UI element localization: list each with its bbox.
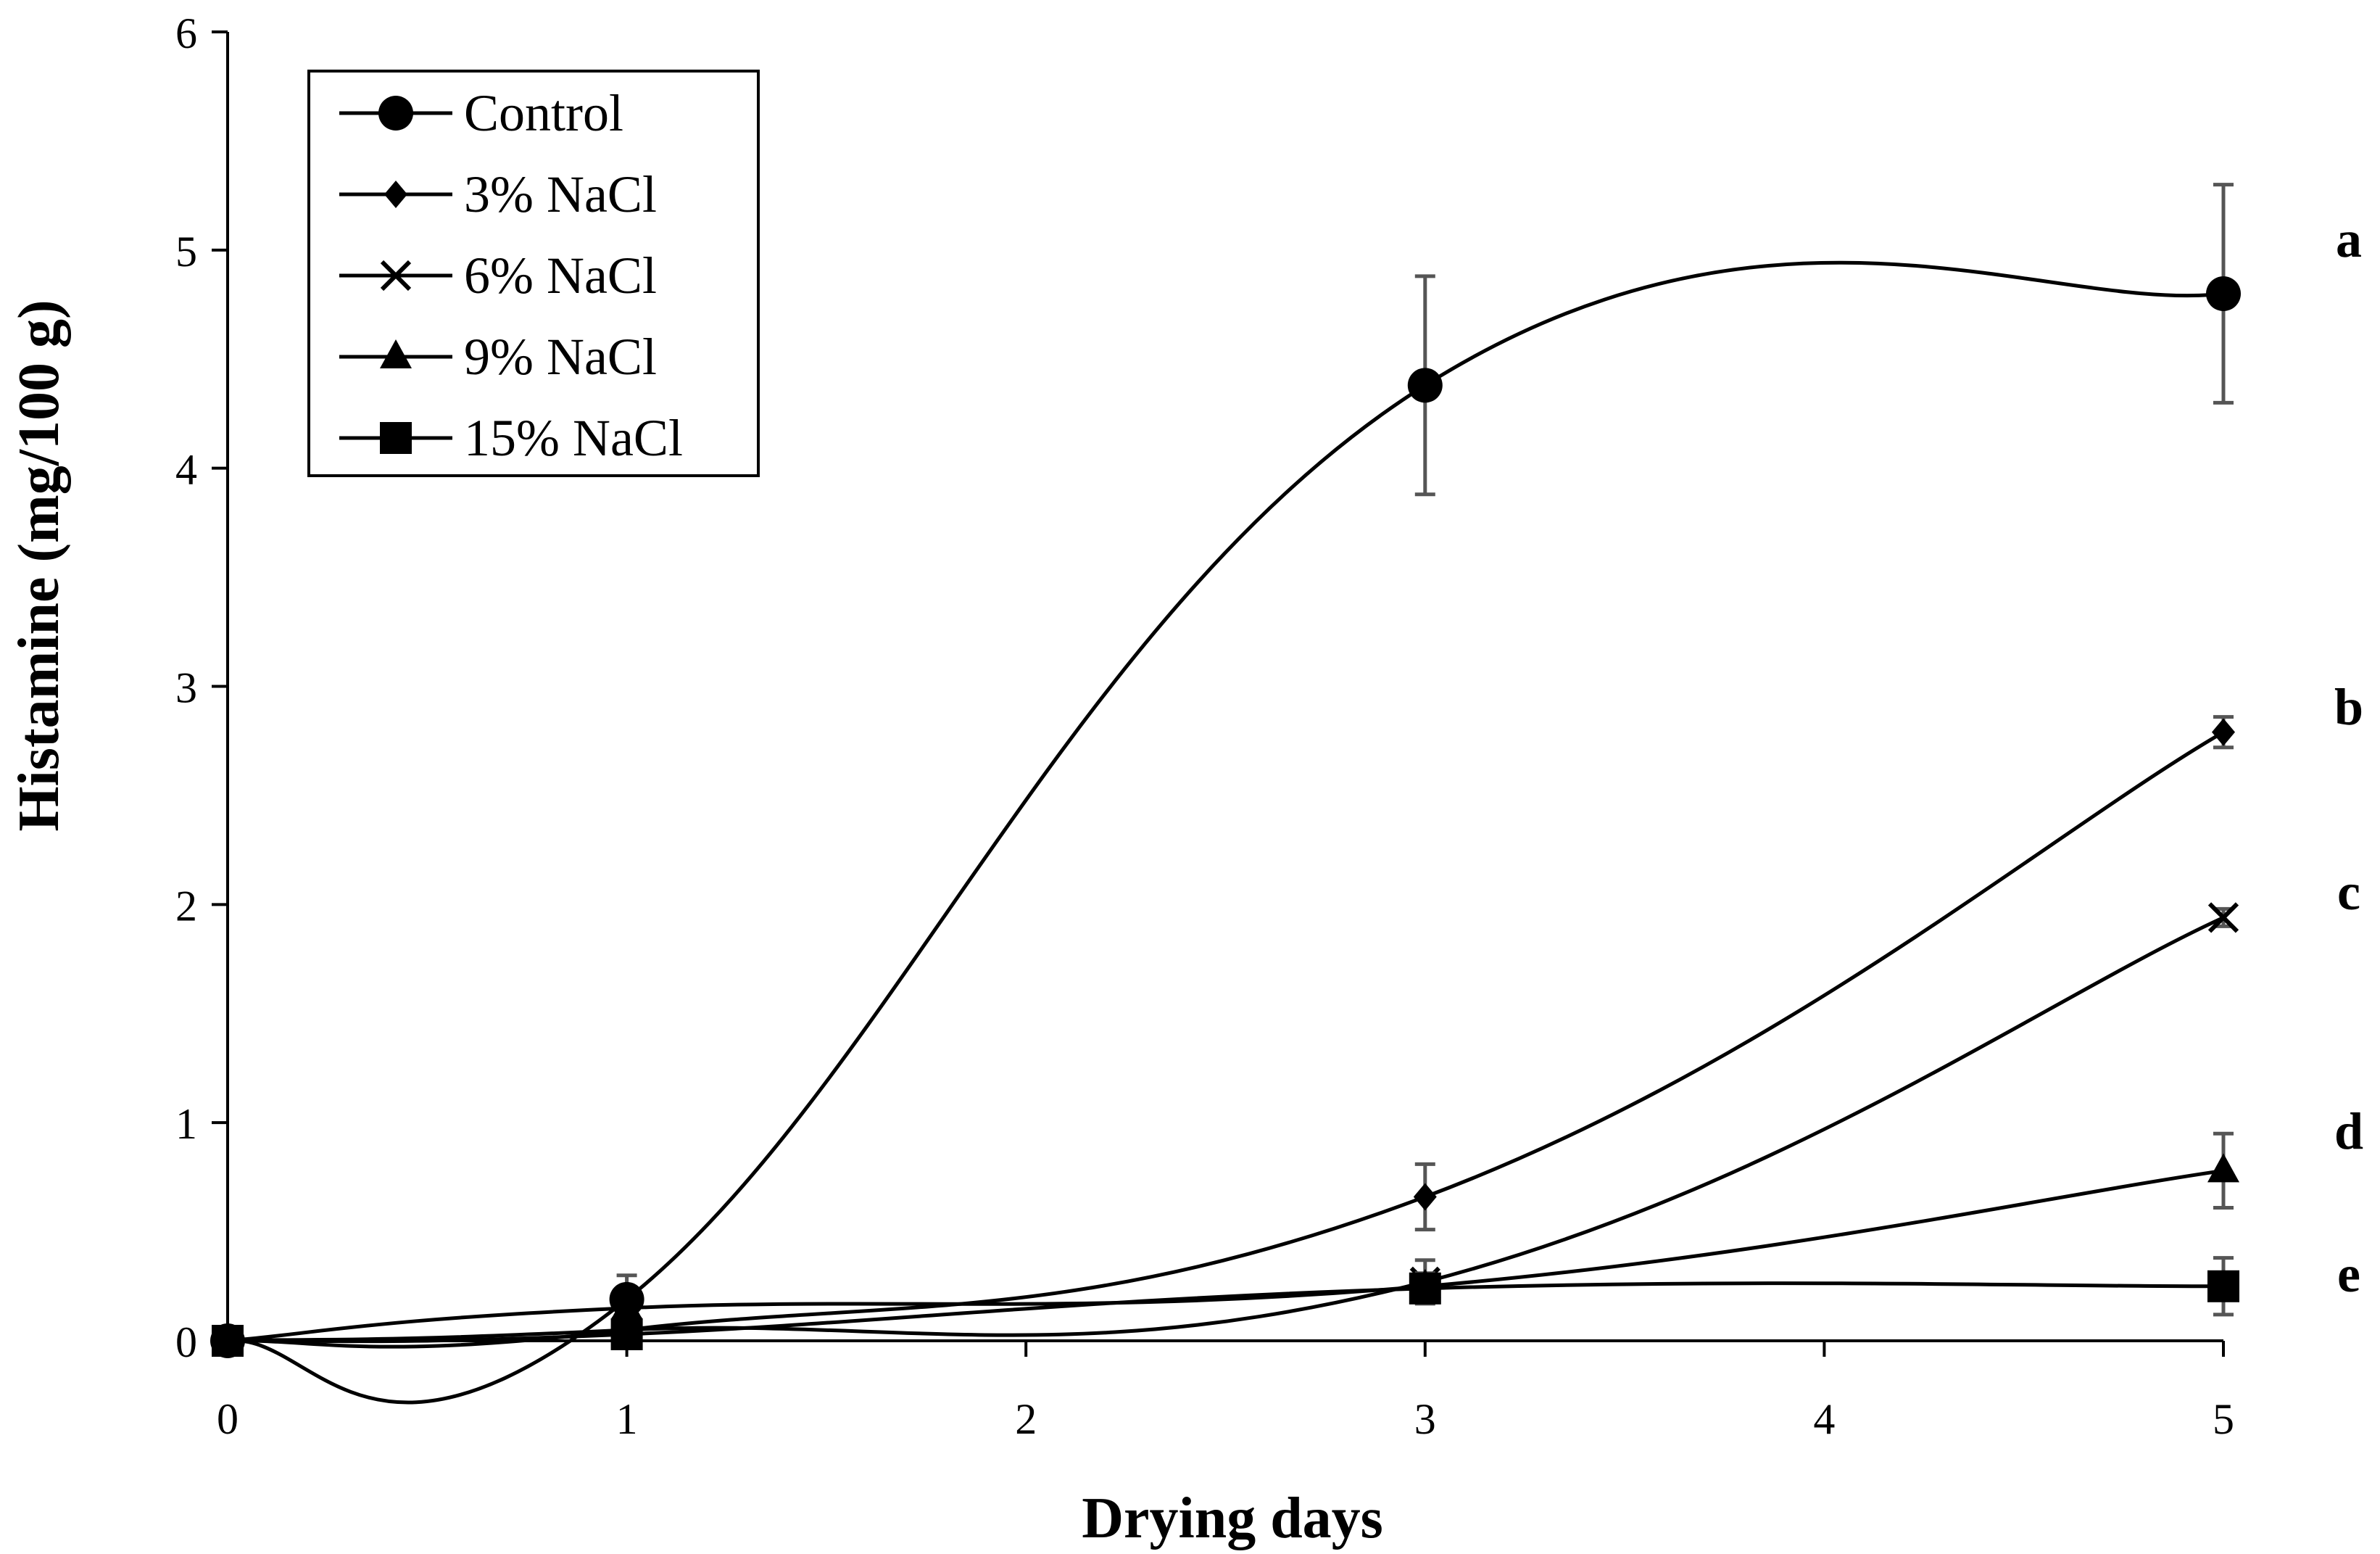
- series-line: [227, 260, 2224, 1405]
- series-line: [227, 916, 2225, 1343]
- data-point: [2207, 902, 2239, 933]
- series-line: [227, 730, 2225, 1349]
- legend-label: 9% NaCl: [464, 328, 657, 386]
- legend-label: 3% NaCl: [464, 165, 657, 223]
- significance-letter-b: b: [2334, 678, 2363, 736]
- legend-marker: [384, 181, 407, 208]
- y-tick-label: 1: [175, 1100, 197, 1148]
- legend-marker: [380, 422, 412, 454]
- y-tick-label: 3: [175, 664, 197, 712]
- legend-item: 6% NaCl: [339, 247, 657, 305]
- legend-item: Control: [339, 84, 623, 142]
- x-tick-label: 5: [2213, 1395, 2234, 1443]
- y-tick-label: 2: [175, 882, 197, 930]
- series-3pct-nacl: [216, 715, 2235, 1355]
- legend-item: 9% NaCl: [339, 328, 657, 386]
- data-point: [2212, 718, 2235, 746]
- x-tick-label: 0: [217, 1395, 239, 1443]
- data-point: [610, 1290, 643, 1320]
- data-point: [2207, 1270, 2239, 1302]
- y-axis-title: Histamine (mg/100 g): [7, 299, 71, 831]
- series-15pct-nacl: [212, 1256, 2239, 1357]
- y-tick-label: 0: [175, 1318, 197, 1366]
- x-tick-label: 4: [1813, 1395, 1835, 1443]
- x-tick-label: 2: [1015, 1395, 1037, 1443]
- data-point: [212, 1325, 244, 1357]
- axes: 0 1 2 3 4 5 6 0 1 2 3 4 5: [175, 9, 2234, 1443]
- x-tick-label: 1: [616, 1395, 638, 1443]
- series-line: [227, 1168, 2224, 1343]
- series-layer: [210, 183, 2241, 1405]
- legend-label: Control: [464, 84, 623, 142]
- significance-letter-a: a: [2336, 210, 2362, 268]
- legend-marker: [378, 96, 413, 131]
- significance-letters: a b c d e: [2334, 210, 2363, 1303]
- data-point: [1407, 368, 1443, 403]
- legend-item: 15% NaCl: [339, 409, 683, 467]
- series-6pct-nacl: [212, 902, 2239, 1357]
- x-axis-title: Drying days: [1082, 1487, 1383, 1550]
- legend: Control 3% NaCl 6% NaCl 9% NaCl 15% NaCl: [307, 70, 760, 477]
- legend-marker: [380, 260, 412, 292]
- significance-letter-d: d: [2334, 1102, 2363, 1160]
- legend-marker: [380, 339, 412, 368]
- series-line: [227, 1281, 2224, 1344]
- legend-label: 15% NaCl: [464, 409, 683, 467]
- significance-letter-c: c: [2337, 863, 2360, 921]
- data-point: [2207, 1153, 2239, 1183]
- y-tick-label: 4: [175, 446, 197, 494]
- data-point: [1413, 1183, 1437, 1211]
- data-point: [1409, 1272, 1441, 1305]
- significance-letter-e: e: [2337, 1245, 2360, 1303]
- y-tick-label: 6: [175, 9, 197, 57]
- data-point: [2206, 276, 2241, 311]
- legend-label: 6% NaCl: [464, 247, 657, 305]
- y-tick-label: 5: [175, 228, 197, 276]
- data-point: [610, 1318, 643, 1350]
- legend-box: [307, 70, 760, 477]
- legend-item: 3% NaCl: [339, 165, 657, 223]
- x-tick-label: 3: [1414, 1395, 1436, 1443]
